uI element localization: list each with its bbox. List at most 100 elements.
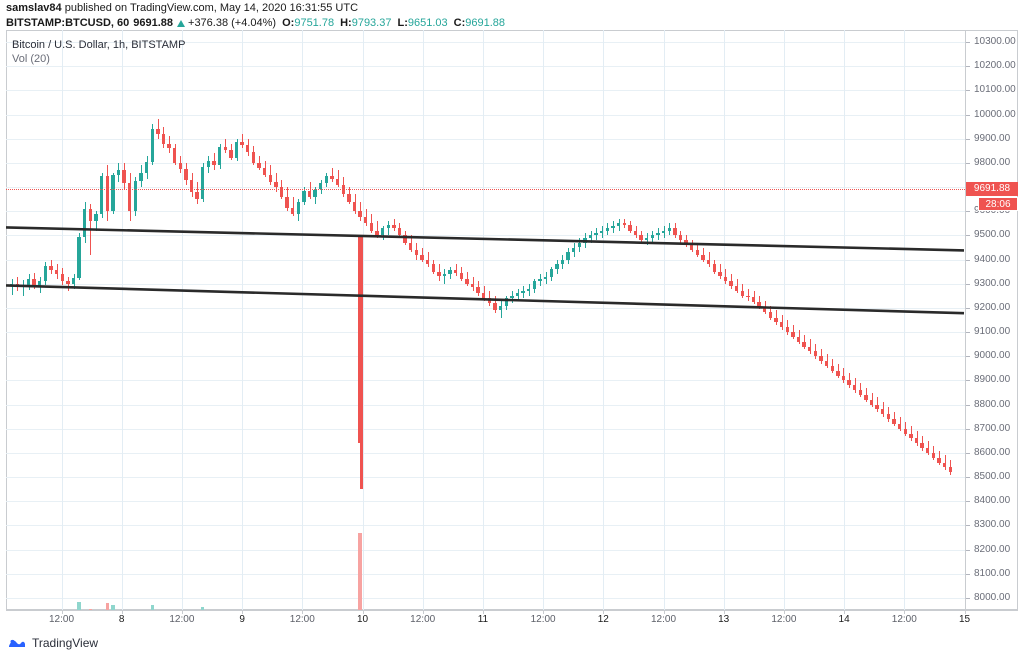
candle-body xyxy=(358,211,362,218)
candle-body xyxy=(139,172,143,182)
candle-body xyxy=(718,271,722,277)
candle-body xyxy=(690,245,694,250)
candle-body xyxy=(302,190,306,202)
candle-wick xyxy=(444,269,446,284)
chart-header: samslav84 published on TradingView.com, … xyxy=(6,2,1016,30)
symbol-label: BITSTAMP:BTCUSD, 60 xyxy=(6,17,130,29)
gridline-horizontal xyxy=(6,574,965,575)
candle-body xyxy=(746,295,750,298)
gridline-horizontal xyxy=(6,332,965,333)
price-axis-label: 8700.00 xyxy=(974,422,1011,434)
candle-body xyxy=(830,365,834,371)
publish-meta: published on TradingView.com, May 14, 20… xyxy=(61,2,359,14)
price-axis-label: 8200.00 xyxy=(974,543,1011,555)
candle-body xyxy=(639,235,643,241)
candle-body xyxy=(796,336,801,342)
candle-body xyxy=(555,264,559,270)
candle-wick xyxy=(292,196,294,217)
candle-body xyxy=(32,278,36,287)
candle-body xyxy=(60,274,64,282)
candle-body xyxy=(156,129,160,134)
candle-body xyxy=(802,341,806,347)
gridline-vertical xyxy=(543,30,544,610)
price-axis-tick: 8900.00 xyxy=(966,374,1018,386)
tick-mark xyxy=(966,42,970,44)
tradingview-logo-icon xyxy=(9,639,25,647)
gridline-vertical xyxy=(62,30,63,610)
price-axis-label: 9200.00 xyxy=(974,301,1011,313)
candle-body xyxy=(594,233,598,236)
candle-body xyxy=(611,225,615,229)
candle-body xyxy=(510,295,514,299)
candle-body xyxy=(352,201,357,212)
gridline-horizontal xyxy=(6,235,965,236)
time-axis-tick-mark xyxy=(483,611,484,614)
candle-body xyxy=(785,327,789,333)
candle-body xyxy=(128,183,132,212)
time-axis-separator xyxy=(6,610,1018,611)
candle-body xyxy=(122,170,126,184)
upper-resistance[interactable] xyxy=(6,226,965,252)
high-label: H: xyxy=(340,17,352,29)
gridline-vertical xyxy=(302,30,303,610)
tick-mark xyxy=(966,235,970,237)
candle-body xyxy=(909,433,913,439)
candle-body xyxy=(560,259,565,265)
tick-mark xyxy=(966,597,970,599)
price-axis-tick: 9200.00 xyxy=(966,302,1018,314)
candle-body xyxy=(673,228,677,236)
candle-wick xyxy=(360,201,362,221)
candle-body xyxy=(330,176,334,179)
candle-body xyxy=(111,175,115,212)
author-name: samslav84 xyxy=(6,2,62,14)
time-axis-tick-mark xyxy=(543,611,544,614)
chart-plot-area[interactable] xyxy=(6,30,965,610)
price-axis[interactable]: 10300.00 10200.00 10100.00 10000.00 9900.00 9… xyxy=(966,30,1018,610)
candle-body xyxy=(600,230,604,233)
candle-body xyxy=(431,264,435,272)
price-axis-label: 9400.00 xyxy=(974,253,1011,265)
candle-wick xyxy=(455,264,457,277)
candle-body xyxy=(437,271,441,277)
candle-body xyxy=(633,230,638,236)
candle-body xyxy=(375,230,379,236)
candle-body xyxy=(515,293,520,296)
candle-body xyxy=(217,147,222,166)
time-axis-tick-mark xyxy=(965,611,966,614)
candle-body xyxy=(942,462,947,468)
candle-body xyxy=(712,264,716,272)
gridline-horizontal xyxy=(6,525,965,526)
candle-body xyxy=(77,236,81,278)
candle-body xyxy=(409,242,413,250)
countdown-badge: 28:06 xyxy=(978,197,1018,212)
time-axis-label: 12:00 xyxy=(650,614,677,625)
candle-body xyxy=(161,133,166,144)
time-axis-label: 13 xyxy=(718,614,730,625)
lower-resistance[interactable] xyxy=(6,284,965,315)
candle-body xyxy=(577,242,581,248)
candle-wick xyxy=(67,276,69,291)
tick-mark xyxy=(966,549,970,551)
candle-body xyxy=(448,270,452,275)
candle-body xyxy=(442,274,447,277)
close-label: C: xyxy=(453,17,466,29)
tick-mark xyxy=(966,66,970,68)
candle-body xyxy=(234,142,239,159)
gridline-vertical xyxy=(844,30,845,610)
price-axis-tick: 9000.00 xyxy=(966,350,1018,362)
candle-body xyxy=(291,207,295,214)
price-axis-tick: 9400.00 xyxy=(966,254,1018,266)
candle-body xyxy=(808,346,812,352)
time-axis[interactable]: 12:00 8 12:00 9 12:00 10 12:00 11 12:00 12 12:00 13… xyxy=(6,611,1018,631)
time-axis-label: 12 xyxy=(597,614,609,625)
time-axis-label: 12:00 xyxy=(410,614,436,625)
price-axis-tick: 8000.00 xyxy=(966,592,1018,604)
candle-body xyxy=(881,409,885,415)
candle-body xyxy=(566,252,570,260)
candle-body xyxy=(538,278,542,282)
candle-body xyxy=(763,306,767,312)
candle-body xyxy=(212,160,216,166)
gridline-vertical xyxy=(242,30,243,610)
candle-body xyxy=(268,175,272,183)
